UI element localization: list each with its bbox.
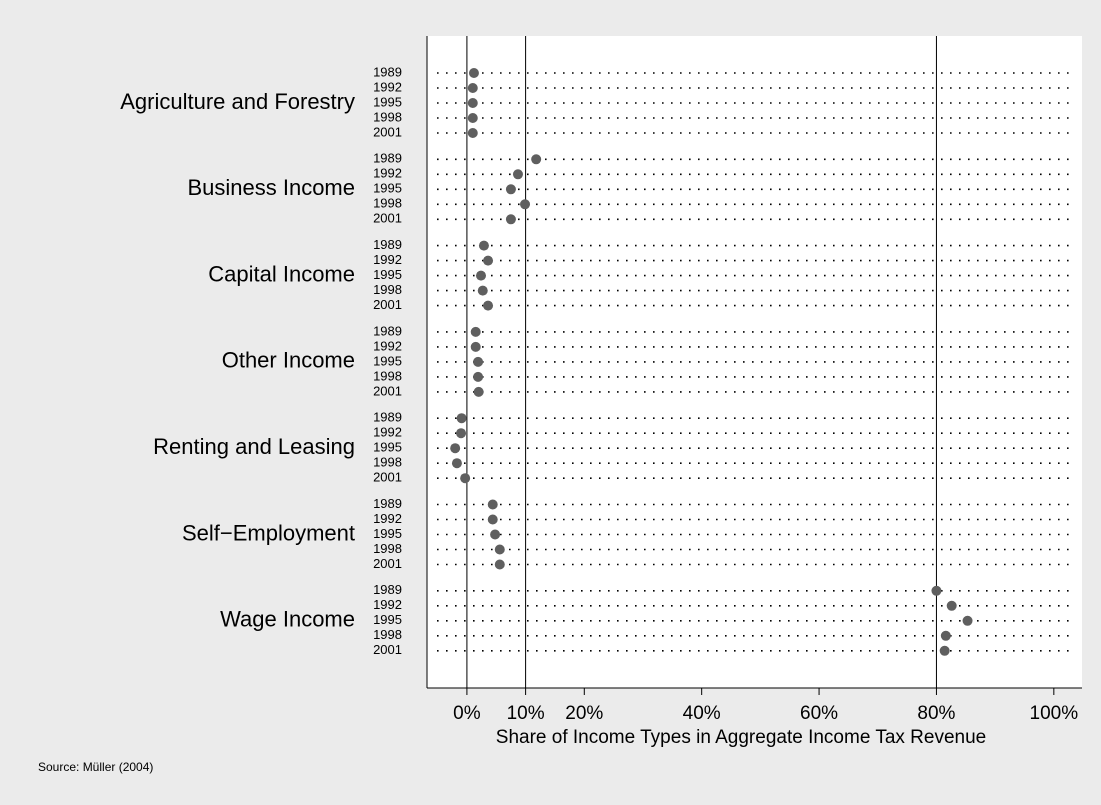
y-tick-label: 1998 [373, 627, 402, 642]
dot [456, 428, 467, 439]
y-tick-label: 2001 [373, 642, 402, 657]
group-label: Self−Employment [182, 520, 355, 545]
y-tick-label: 1998 [373, 541, 402, 556]
x-tick-label: 80% [917, 703, 955, 724]
dot [468, 68, 479, 78]
y-tick-label: 1995 [373, 267, 402, 282]
dot [475, 270, 486, 281]
dot [946, 600, 957, 611]
y-tick-label: 1995 [373, 181, 402, 196]
group-label: Wage Income [220, 607, 355, 632]
x-tick-label: 10% [507, 703, 545, 724]
group-label: Agriculture and Forestry [120, 89, 355, 114]
y-tick-label: 1989 [373, 410, 402, 425]
y-tick-label: 2001 [373, 211, 402, 226]
y-tick-label: 1995 [373, 526, 402, 541]
dot [483, 300, 494, 311]
x-tick-label: 0% [453, 703, 481, 724]
y-tick-label: 1989 [373, 64, 402, 79]
y-tick-label: 1989 [373, 496, 402, 511]
y-tick-label: 1998 [373, 109, 402, 124]
dot [456, 413, 467, 424]
y-tick-label: 1989 [373, 582, 402, 597]
y-tick-label: 1995 [373, 440, 402, 455]
y-tick-label: 1989 [373, 237, 402, 252]
y-tick-label: 1992 [373, 597, 402, 612]
y-tick-label: 1998 [373, 196, 402, 211]
dot [505, 214, 516, 225]
dot [467, 128, 478, 138]
dot [473, 386, 484, 397]
dot [467, 83, 478, 93]
dot [460, 473, 471, 484]
x-axis-label: Share of Income Types in Aggregate Incom… [496, 727, 986, 748]
x-tick-label: 100% [1030, 703, 1079, 724]
y-tick-label: 2001 [373, 470, 402, 485]
y-tick-label: 2001 [373, 556, 402, 571]
footnote: Source: Müller (2004) [38, 760, 153, 774]
dot [487, 499, 498, 510]
dot [494, 559, 505, 570]
dot [939, 645, 950, 656]
y-tick-label: 1989 [373, 323, 402, 338]
y-tick-label: 1995 [373, 353, 402, 368]
dot [512, 169, 523, 180]
x-tick-label: 20% [565, 703, 603, 724]
dot [487, 514, 498, 525]
y-tick-label: 1992 [373, 425, 402, 440]
dot [531, 154, 542, 165]
y-tick-label: 1992 [373, 252, 402, 267]
dot [478, 240, 489, 251]
group-label: Business Income [187, 175, 355, 200]
dot [962, 615, 973, 626]
x-tick-label: 60% [800, 703, 838, 724]
dot [505, 184, 516, 195]
dot [494, 544, 505, 555]
y-tick-label: 1989 [373, 151, 402, 166]
dot [940, 630, 951, 641]
y-tick-label: 1992 [373, 338, 402, 353]
dot [931, 585, 942, 596]
y-tick-label: 1992 [373, 511, 402, 526]
y-tick-label: 2001 [373, 297, 402, 312]
dot [467, 113, 478, 123]
y-tick-label: 2001 [373, 124, 402, 139]
group-label: Capital Income [208, 261, 355, 286]
y-tick-label: 2001 [373, 383, 402, 398]
dot [483, 255, 494, 266]
dot [451, 458, 462, 469]
y-tick-label: 1998 [373, 455, 402, 470]
dot [520, 199, 531, 210]
group-label: Other Income [222, 348, 355, 373]
x-tick-label: 40% [683, 703, 721, 724]
dot [490, 529, 501, 540]
y-tick-label: 1995 [373, 612, 402, 627]
y-tick-label: 1992 [373, 166, 402, 181]
dot [470, 341, 481, 352]
y-tick-label: 1995 [373, 94, 402, 109]
dot [467, 98, 478, 108]
dot [473, 371, 484, 382]
group-label: Renting and Leasing [153, 434, 355, 459]
dot [473, 356, 484, 367]
y-tick-label: 1998 [373, 282, 402, 297]
dot [477, 285, 488, 296]
y-tick-label: 1998 [373, 368, 402, 383]
dot [470, 326, 481, 337]
dot [450, 443, 461, 454]
y-tick-label: 1992 [373, 79, 402, 94]
